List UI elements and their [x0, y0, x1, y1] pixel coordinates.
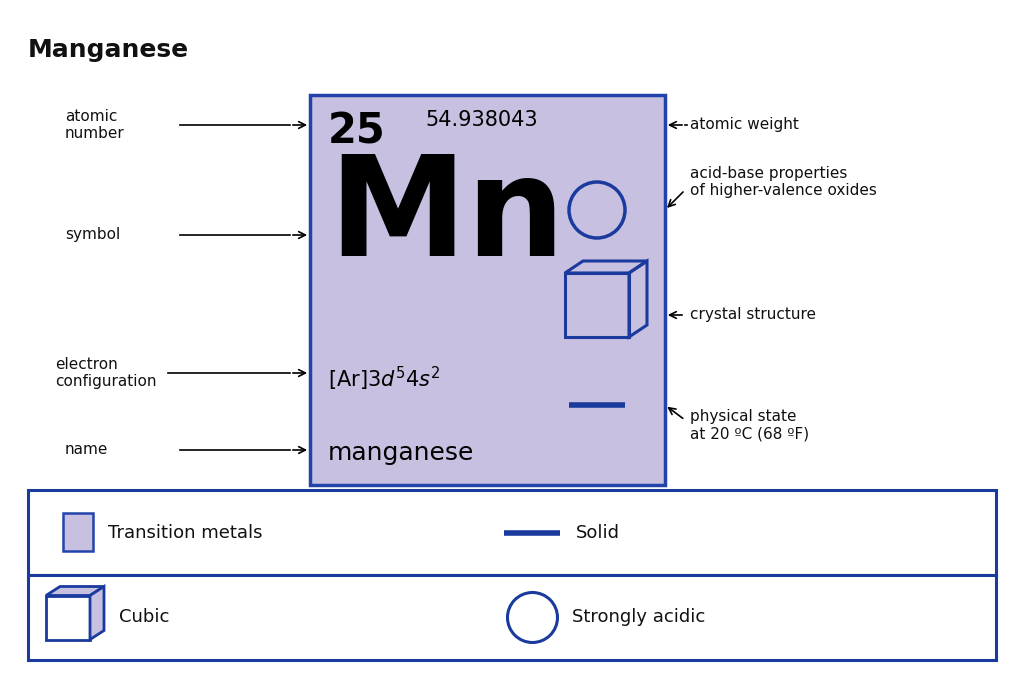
Bar: [63, 512, 93, 550]
Text: acid-base properties
of higher-valence oxides: acid-base properties of higher-valence o…: [690, 166, 877, 198]
Text: electron
configuration: electron configuration: [55, 357, 157, 389]
Text: Solid: Solid: [575, 523, 620, 542]
Text: manganese: manganese: [328, 441, 474, 465]
Text: atomic weight: atomic weight: [690, 117, 799, 133]
Text: atomic
number: atomic number: [65, 109, 125, 141]
Text: crystal structure: crystal structure: [690, 307, 816, 322]
Text: Cubic: Cubic: [119, 609, 169, 626]
Text: Strongly acidic: Strongly acidic: [572, 609, 706, 626]
Text: Manganese: Manganese: [28, 38, 189, 62]
Text: Transition metals: Transition metals: [108, 523, 262, 542]
Ellipse shape: [508, 592, 557, 643]
Text: $\mathrm{[Ar]3}d^5\mathrm{4}s^2$: $\mathrm{[Ar]3}d^5\mathrm{4}s^2$: [328, 365, 440, 393]
Text: Mn: Mn: [328, 150, 565, 285]
Bar: [28, 490, 996, 575]
Polygon shape: [46, 587, 104, 596]
Ellipse shape: [569, 182, 625, 238]
Polygon shape: [46, 596, 90, 639]
Text: 25: 25: [328, 110, 386, 152]
Text: 54.938043: 54.938043: [425, 110, 538, 130]
Bar: [310, 95, 665, 485]
Text: name: name: [65, 443, 109, 458]
Text: physical state
at 20 ºC (68 ºF): physical state at 20 ºC (68 ºF): [690, 409, 809, 441]
Polygon shape: [90, 587, 104, 639]
Text: symbol: symbol: [65, 227, 120, 242]
Bar: [28, 575, 996, 660]
